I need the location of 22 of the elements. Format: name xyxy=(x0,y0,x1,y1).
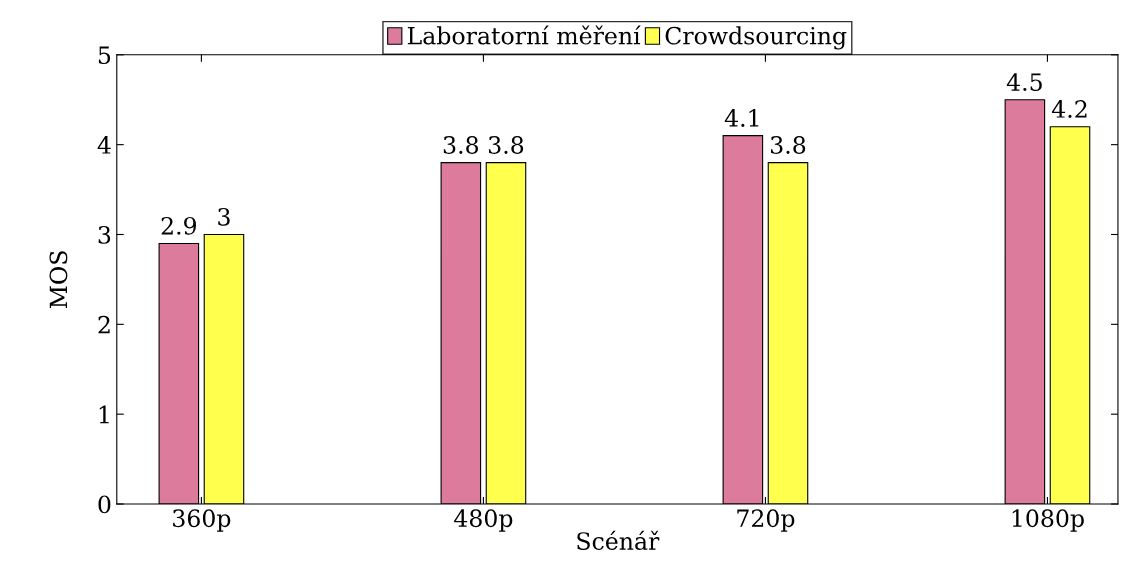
data-label: 3.8 xyxy=(771,136,806,154)
x-tick-label: 1080p xyxy=(1012,509,1084,532)
data-label: 3.8 xyxy=(489,136,524,154)
data-label: 3 xyxy=(218,207,230,226)
y-tick-label: 2 xyxy=(98,315,110,334)
data-label: 4.2 xyxy=(1051,100,1087,118)
legend-label: Laboratorní měření xyxy=(407,25,641,45)
x-axis-title: Scénář xyxy=(577,530,660,550)
data-label: 4.5 xyxy=(1006,73,1042,91)
y-tick-label: 3 xyxy=(98,225,111,244)
x-tick-label: 360p xyxy=(173,509,231,532)
x-tick-label: 480p xyxy=(454,509,513,532)
y-tick-label: 5 xyxy=(98,46,111,65)
y-axis-title: MOS xyxy=(49,251,68,309)
y-tick-label: 0 xyxy=(98,495,111,514)
y-tick-label: 4 xyxy=(97,136,111,154)
legend-label: Crowdsourcing xyxy=(665,26,847,50)
data-label: 3.8 xyxy=(443,136,479,154)
x-tick-label: 720p xyxy=(737,509,795,532)
y-tick-label: 1 xyxy=(99,405,109,424)
data-label: 2.9 xyxy=(161,216,197,235)
data-label: 4.1 xyxy=(724,109,759,127)
